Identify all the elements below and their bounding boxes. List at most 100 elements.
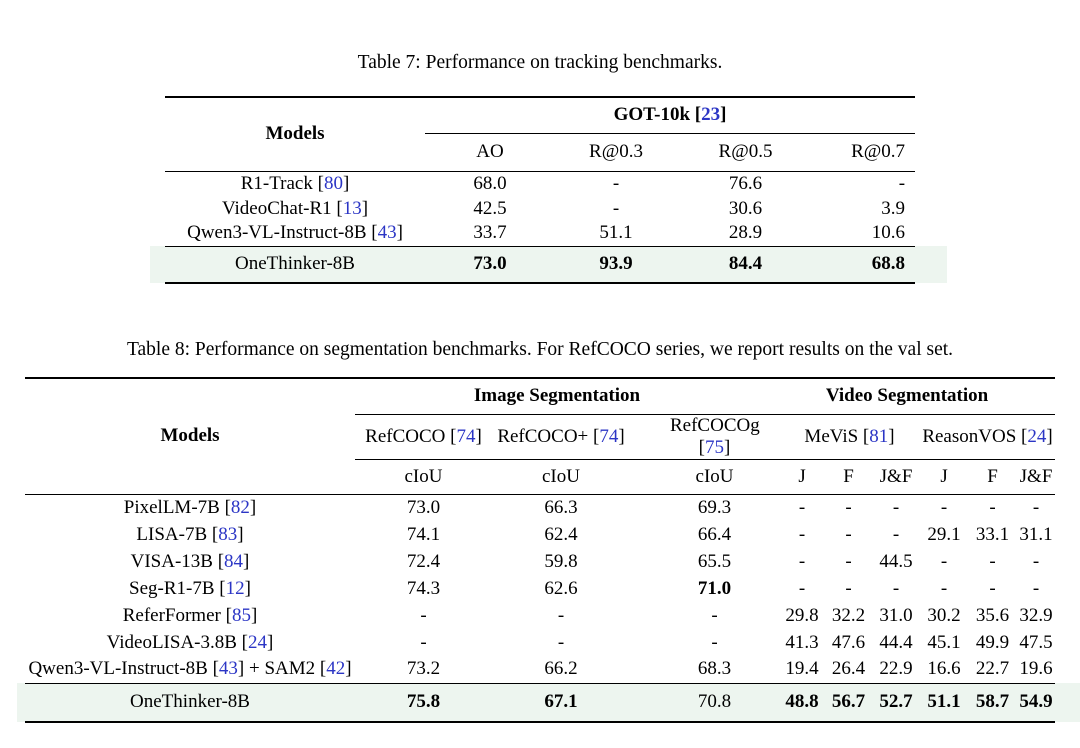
value-cell: 84.4 xyxy=(677,245,814,283)
value-cell: 73.0 xyxy=(425,245,555,283)
citation-ref[interactable]: 43 xyxy=(377,222,397,244)
value-cell: - xyxy=(798,577,806,599)
value-cell: - xyxy=(557,604,565,626)
table8-group-header-row: Models Image Segmentation Video Segmentat… xyxy=(25,378,1056,495)
table8-benchmark-header-row: RefCOCO [74] RefCOCO+ [74] RefCOCOg [75] Me… xyxy=(25,414,1056,460)
citation-ref[interactable]: 12 xyxy=(225,577,245,599)
value-cell: 68.3 xyxy=(697,658,732,680)
value-cell: 68.0 xyxy=(473,172,507,194)
citation-ref[interactable]: 75 xyxy=(705,436,724,458)
table-row: R1-Track [80] 68.0 - 76.6 - xyxy=(165,171,915,196)
value-cell: - xyxy=(711,631,718,653)
table-row: Qwen3-VL-Instruct-8B [43] 33.7 51.1 28.9 10.… xyxy=(165,221,915,246)
value-cell: 19.6 xyxy=(1019,658,1053,680)
highlight-row: OneThinker-8B 73.0 93.9 84.4 68.8 xyxy=(165,245,916,283)
value-cell: 66.2 xyxy=(544,658,578,680)
value-cell: 31.0 xyxy=(879,604,913,626)
table-row: VideoChat-R1 [13] 42.5 - 30.6 3.9 xyxy=(165,196,915,221)
value-cell: 32.9 xyxy=(1019,604,1053,626)
models-column-header: Models xyxy=(25,378,355,495)
value-cell: 42.5 xyxy=(473,197,507,219)
model-name: VideoChat-R1 [13] xyxy=(221,197,369,219)
citation-ref[interactable]: 43 xyxy=(218,658,238,680)
model-name: Qwen3-VL-Instruct-8B [43] xyxy=(187,222,403,244)
value-cell: - xyxy=(711,604,718,626)
value-cell: 10.6 xyxy=(871,222,906,244)
value-cell: - xyxy=(1032,496,1040,518)
value-cell: - xyxy=(557,631,565,653)
table-row: VISA-13B [84] 72.4 59.8 65.5 - - 44.5 - - - xyxy=(25,548,1055,575)
citation-ref[interactable]: 80 xyxy=(323,172,343,194)
value-cell: - xyxy=(1032,577,1040,599)
value-cell: 33.7 xyxy=(473,222,507,244)
value-cell: - xyxy=(420,604,427,626)
metric-header: cIoU xyxy=(355,459,492,495)
column-header: AO xyxy=(425,133,555,172)
value-cell: 76.6 xyxy=(728,172,763,194)
highlight-row: OneThinker-8B 75.8 67.1 70.8 48.8 56.7 52.7 51.… xyxy=(25,682,1056,722)
value-cell: 19.4 xyxy=(785,658,819,680)
citation-ref[interactable]: 81 xyxy=(869,425,889,447)
value-cell: 51.1 xyxy=(920,682,969,722)
value-cell: 62.4 xyxy=(544,523,578,545)
citation-ref[interactable]: 24 xyxy=(248,631,267,653)
citation-ref[interactable]: 83 xyxy=(218,523,238,545)
citation-ref[interactable]: 23 xyxy=(701,104,721,126)
model-name: OneThinker-8B xyxy=(25,682,355,722)
value-cell: - xyxy=(989,496,996,518)
value-cell: 44.5 xyxy=(879,550,913,572)
table-row: ReferFormer [85] - - - 29.8 32.2 31.0 30.2 35.6 3… xyxy=(25,602,1055,629)
citation-ref[interactable]: 85 xyxy=(231,604,251,626)
value-cell: 67.1 xyxy=(492,682,630,722)
model-name: VideoLISA-3.8B [24] xyxy=(106,631,274,653)
citation-ref[interactable]: 42 xyxy=(326,658,346,680)
table8-caption: Table 8: Performance on segmentation ben… xyxy=(126,339,954,360)
citation-ref[interactable]: 13 xyxy=(342,197,362,219)
value-cell: 73.2 xyxy=(406,658,441,680)
citation-ref[interactable]: 24 xyxy=(1027,425,1047,447)
value-cell: - xyxy=(898,172,906,194)
metric-header: J&F xyxy=(872,459,921,495)
value-cell: - xyxy=(892,523,900,545)
value-cell: - xyxy=(845,550,852,572)
metric-header: F xyxy=(825,459,873,495)
metric-header: J&F xyxy=(1017,459,1056,495)
group-header: Image Segmentation xyxy=(355,378,760,415)
value-cell: 3.9 xyxy=(881,197,906,219)
model-name: Qwen3-VL-Instruct-8B [43] + SAM2 [42] xyxy=(28,658,352,680)
value-cell: - xyxy=(892,577,900,599)
value-cell: 75.8 xyxy=(355,682,492,722)
value-cell: - xyxy=(420,631,427,653)
citation-ref[interactable]: 84 xyxy=(224,550,244,572)
table7-caption: Table 7: Performance on tracking benchma… xyxy=(357,52,723,73)
value-cell: 22.9 xyxy=(879,658,913,680)
value-cell: - xyxy=(845,496,852,518)
metric-header: F xyxy=(968,459,1018,495)
value-cell: 51.1 xyxy=(599,222,633,244)
value-cell: 45.1 xyxy=(927,631,961,653)
value-cell: 54.9 xyxy=(1017,682,1056,722)
value-cell: 26.4 xyxy=(831,658,866,680)
value-cell: 49.9 xyxy=(975,631,1010,653)
models-column-header: Models xyxy=(165,97,425,172)
value-cell: 68.8 xyxy=(814,245,916,283)
value-cell: 33.1 xyxy=(975,523,1010,545)
value-cell: 56.7 xyxy=(825,682,873,722)
model-name: R1-Track [80] xyxy=(240,172,350,194)
value-cell: 47.6 xyxy=(831,631,866,653)
value-cell: - xyxy=(989,577,996,599)
value-cell: 65.5 xyxy=(697,550,732,572)
citation-ref[interactable]: 74 xyxy=(599,425,619,447)
got10k-group-header: GOT-10k [23] xyxy=(425,97,916,134)
value-cell: 69.3 xyxy=(697,496,732,518)
value-cell: 47.5 xyxy=(1019,631,1053,653)
citation-ref[interactable]: 82 xyxy=(230,496,250,518)
table8-segmentation-benchmarks: Models Image Segmentation Video Segmentat… xyxy=(25,377,1056,723)
table-row: Seg-R1-7B [12] 74.3 62.6 71.0 - - - - - - xyxy=(25,575,1055,602)
value-cell: 73.0 xyxy=(406,496,441,518)
model-name: LISA-7B [83] xyxy=(136,523,244,545)
value-cell: 35.6 xyxy=(975,604,1010,626)
value-cell: - xyxy=(612,172,620,194)
model-name: VISA-13B [84] xyxy=(130,550,250,572)
citation-ref[interactable]: 74 xyxy=(456,425,476,447)
